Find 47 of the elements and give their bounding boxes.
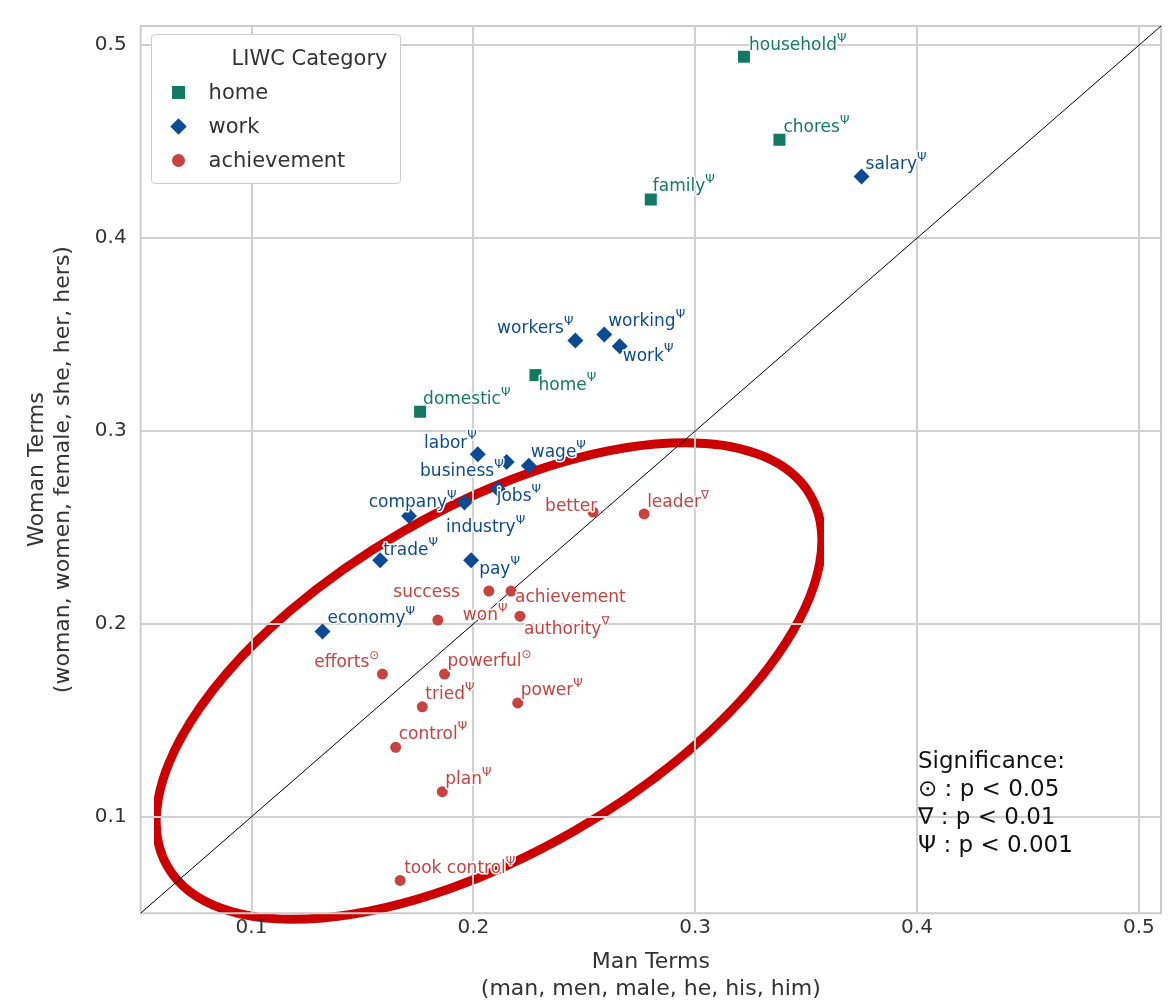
point <box>505 585 517 597</box>
point <box>432 614 444 626</box>
annotation: authority∇ <box>523 614 611 638</box>
point <box>514 610 526 622</box>
legend-label: work <box>208 113 260 140</box>
y-tick-label: 0.2 <box>94 610 127 635</box>
x-axis-title: Man Terms (man, men, male, he, his, him) <box>480 948 821 1000</box>
x-tick-label: 0.1 <box>235 914 268 939</box>
annotation: success <box>393 580 461 601</box>
annotation: achievement <box>515 585 627 606</box>
y-axis-title: Woman Terms (woman, women, female, she, her, hers) <box>22 246 75 694</box>
point <box>394 874 406 886</box>
y-tick-label: 0.3 <box>94 417 127 442</box>
point <box>512 697 524 709</box>
point <box>456 494 473 511</box>
point <box>376 668 388 680</box>
point <box>463 552 480 569</box>
y-tick-label: 0.1 <box>94 802 127 827</box>
annotation: ⊙ : p < 0.05 <box>918 774 1061 802</box>
point <box>644 193 657 206</box>
y-tick-label: 0.4 <box>94 224 127 249</box>
annotation: efforts⊙ <box>314 648 380 672</box>
point <box>737 50 750 63</box>
legend-label: home <box>208 79 269 106</box>
annotation: Ψ : p < 0.001 <box>918 830 1073 858</box>
point <box>567 332 584 349</box>
y-tick-label: 0.5 <box>94 31 127 56</box>
legend-title: LIWC Category <box>230 45 388 72</box>
x-tick-label: 0.2 <box>457 914 490 939</box>
point <box>773 133 786 146</box>
annotation: ∇ : p < 0.01 <box>918 802 1057 830</box>
point <box>416 701 428 713</box>
annotation: powerful⊙ <box>447 647 532 671</box>
x-tick-label: 0.4 <box>901 914 933 939</box>
annotation: Significance: <box>918 746 1066 774</box>
point <box>414 405 427 418</box>
point <box>390 741 402 753</box>
legend-label: achievement <box>208 147 346 174</box>
x-tick-label: 0.5 <box>1122 914 1155 939</box>
annotation: better <box>545 495 598 516</box>
point <box>436 786 448 798</box>
point <box>469 446 486 463</box>
point <box>439 668 451 680</box>
point <box>638 508 650 520</box>
x-tick-label: 0.3 <box>679 914 712 939</box>
point <box>483 585 495 597</box>
annotation: leader∇ <box>647 488 710 512</box>
